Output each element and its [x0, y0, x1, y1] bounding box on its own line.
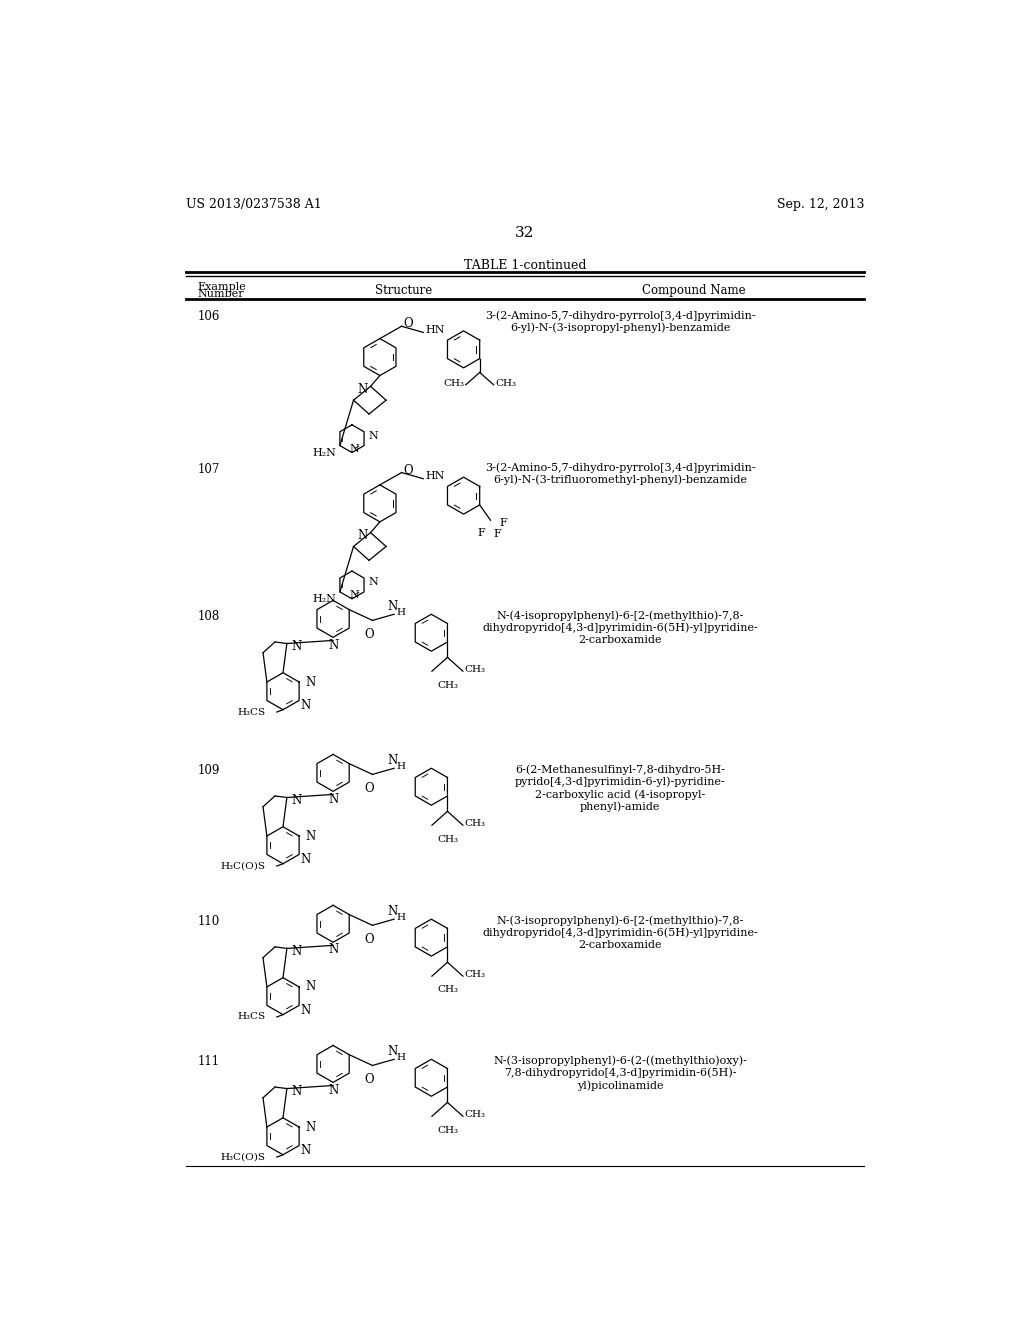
- Text: N: N: [387, 1045, 397, 1059]
- Text: H₂N: H₂N: [312, 447, 337, 458]
- Text: N: N: [305, 829, 315, 842]
- Text: CH₃: CH₃: [437, 1126, 458, 1135]
- Text: N: N: [349, 590, 359, 601]
- Text: O: O: [365, 1073, 374, 1086]
- Text: CH₃: CH₃: [437, 681, 458, 689]
- Text: N: N: [301, 1143, 311, 1156]
- Text: N: N: [292, 1085, 302, 1098]
- Text: N: N: [328, 944, 338, 957]
- Text: H₃CS: H₃CS: [238, 1012, 266, 1022]
- Text: Number: Number: [198, 289, 245, 300]
- Text: N: N: [328, 792, 338, 805]
- Text: H: H: [396, 762, 406, 771]
- Text: H₂N: H₂N: [312, 594, 337, 603]
- Text: Compound Name: Compound Name: [642, 284, 745, 297]
- Text: Example: Example: [198, 281, 247, 292]
- Text: F: F: [494, 529, 502, 539]
- Text: HN: HN: [426, 471, 445, 482]
- Text: N-(4-isopropylphenyl)-6-[2-(methylthio)-7,8-
dihydropyrido[4,3-d]pyrimidin-6(5H): N-(4-isopropylphenyl)-6-[2-(methylthio)-…: [482, 610, 758, 645]
- Text: N: N: [369, 577, 379, 587]
- Text: H₃C(O)S: H₃C(O)S: [221, 1152, 266, 1162]
- Text: N: N: [328, 639, 338, 652]
- Text: N: N: [387, 906, 397, 917]
- Text: CH₃: CH₃: [465, 970, 485, 979]
- Text: N: N: [387, 754, 397, 767]
- Text: O: O: [365, 933, 374, 945]
- Text: TABLE 1-continued: TABLE 1-continued: [464, 259, 586, 272]
- Text: 32: 32: [515, 226, 535, 240]
- Text: CH₃: CH₃: [465, 665, 485, 675]
- Text: H₃C(O)S: H₃C(O)S: [221, 862, 266, 870]
- Text: F: F: [477, 528, 485, 537]
- Text: N: N: [349, 444, 359, 454]
- Text: CH₃: CH₃: [443, 379, 464, 388]
- Text: O: O: [365, 781, 374, 795]
- Text: N: N: [301, 698, 311, 711]
- Text: Sep. 12, 2013: Sep. 12, 2013: [777, 198, 864, 211]
- Text: N: N: [369, 430, 379, 441]
- Text: CH₃: CH₃: [465, 1110, 485, 1119]
- Text: O: O: [403, 317, 413, 330]
- Text: HN: HN: [426, 325, 445, 335]
- Text: N: N: [305, 981, 315, 994]
- Text: N: N: [305, 1121, 315, 1134]
- Text: N: N: [305, 676, 315, 689]
- Text: US 2013/0237538 A1: US 2013/0237538 A1: [186, 198, 322, 211]
- Text: 6-(2-Methanesulfinyl-7,8-dihydro-5H-
pyrido[4,3-d]pyrimidin-6-yl)-pyridine-
2-ca: 6-(2-Methanesulfinyl-7,8-dihydro-5H- pyr…: [515, 764, 725, 812]
- Text: 106: 106: [198, 310, 220, 323]
- Text: Structure: Structure: [375, 284, 432, 297]
- Text: N: N: [328, 1084, 338, 1097]
- Text: CH₃: CH₃: [437, 834, 458, 843]
- Text: N: N: [357, 529, 368, 543]
- Text: N-(3-isopropylphenyl)-6-(2-((methylthio)oxy)-
7,8-dihydropyrido[4,3-d]pyrimidin-: N-(3-isopropylphenyl)-6-(2-((methylthio)…: [494, 1056, 748, 1090]
- Text: O: O: [403, 463, 413, 477]
- Text: N: N: [292, 945, 302, 958]
- Text: 107: 107: [198, 462, 220, 475]
- Text: H: H: [396, 1053, 406, 1063]
- Text: N: N: [301, 1003, 311, 1016]
- Text: N: N: [357, 383, 368, 396]
- Text: N: N: [292, 795, 302, 807]
- Text: N: N: [387, 601, 397, 612]
- Text: CH₃: CH₃: [437, 986, 458, 994]
- Text: H: H: [396, 609, 406, 618]
- Text: N: N: [301, 853, 311, 866]
- Text: N: N: [292, 640, 302, 653]
- Text: 109: 109: [198, 764, 220, 777]
- Text: H₃CS: H₃CS: [238, 708, 266, 717]
- Text: F: F: [500, 519, 508, 528]
- Text: 108: 108: [198, 610, 220, 623]
- Text: 3-(2-Amino-5,7-dihydro-pyrrolo[3,4-d]pyrimidin-
6-yl)-N-(3-isopropyl-phenyl)-ben: 3-(2-Amino-5,7-dihydro-pyrrolo[3,4-d]pyr…: [484, 310, 756, 333]
- Text: N-(3-isopropylphenyl)-6-[2-(methylthio)-7,8-
dihydropyrido[4,3-d]pyrimidin-6(5H): N-(3-isopropylphenyl)-6-[2-(methylthio)-…: [482, 915, 758, 950]
- Text: O: O: [365, 628, 374, 640]
- Text: CH₃: CH₃: [465, 820, 485, 828]
- Text: 110: 110: [198, 915, 220, 928]
- Text: H: H: [396, 913, 406, 923]
- Text: 3-(2-Amino-5,7-dihydro-pyrrolo[3,4-d]pyrimidin-
6-yl)-N-(3-trifluoromethyl-pheny: 3-(2-Amino-5,7-dihydro-pyrrolo[3,4-d]pyr…: [484, 462, 756, 486]
- Text: CH₃: CH₃: [496, 379, 516, 388]
- Text: 111: 111: [198, 1056, 220, 1068]
